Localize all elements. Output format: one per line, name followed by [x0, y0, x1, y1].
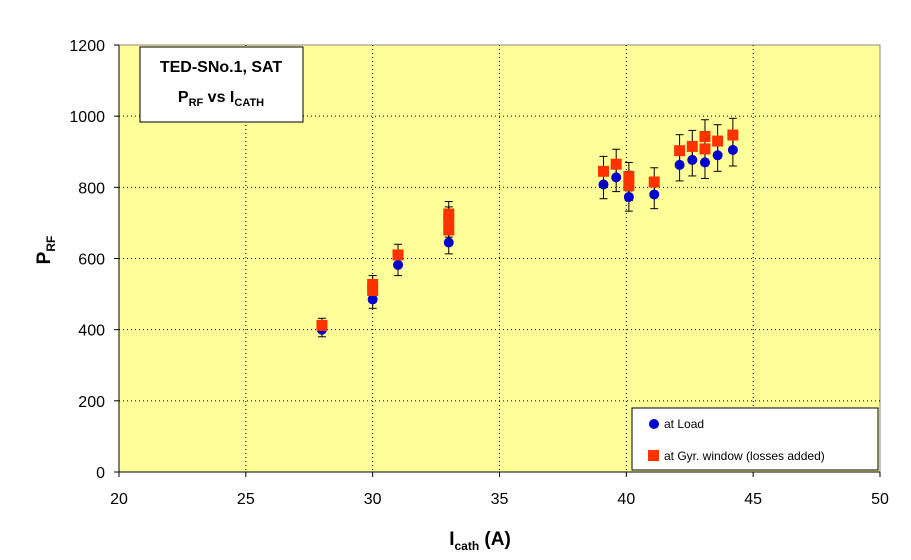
x-tick-label: 25 — [237, 491, 255, 508]
data-point-at-gyr-window — [392, 249, 404, 261]
data-point-at-load — [623, 191, 634, 202]
title-line2-sub2: CATH — [234, 97, 264, 109]
y-tick-label: 800 — [78, 180, 105, 197]
y-axis-title: PRF — [34, 236, 58, 265]
x-axis-title-main: I — [449, 529, 454, 550]
data-point-at-load — [611, 172, 622, 183]
title-line2: PRF vs ICATH — [178, 89, 264, 109]
data-point-at-load — [649, 189, 660, 200]
data-point-at-gyr-window — [443, 208, 455, 220]
data-point-at-load — [443, 237, 454, 248]
y-tick-label: 1200 — [69, 38, 105, 55]
axes — [118, 45, 880, 473]
title-box: TED-SNo.1, SAT PRF vs ICATH — [139, 46, 304, 123]
legend-label-at-load: at Load — [664, 417, 704, 431]
data-point-at-gyr-window — [674, 145, 686, 157]
title-line1: TED-SNo.1, SAT — [160, 59, 283, 76]
data-point-at-gyr-window — [316, 319, 328, 331]
data-point-at-gyr-window — [443, 224, 455, 236]
data-point-at-gyr-window — [648, 176, 660, 188]
x-axis-title-sub: cath — [454, 539, 479, 553]
x-tick-labels: 20 25 30 35 40 45 50 — [110, 491, 889, 508]
data-point-at-load — [393, 259, 404, 270]
data-point-at-gyr-window — [686, 140, 698, 152]
data-point-at-load — [712, 150, 723, 161]
title-box-frame — [139, 46, 304, 123]
data-point-at-load — [727, 144, 738, 155]
data-point-at-gyr-window — [623, 171, 635, 183]
data-point-at-gyr-window — [712, 135, 724, 147]
data-point-at-load — [687, 154, 698, 165]
legend-frame — [631, 407, 879, 471]
data-point-at-load — [598, 179, 609, 190]
y-tick-label: 200 — [78, 394, 105, 411]
y-tick-label: 0 — [96, 465, 105, 482]
x-axis-title-rest: (A) — [479, 529, 511, 550]
x-tick-label: 20 — [110, 491, 128, 508]
data-point-at-gyr-window — [367, 285, 379, 297]
x-tick-label: 30 — [364, 491, 382, 508]
y-axis-title-main: P — [34, 251, 55, 264]
data-point-at-gyr-window — [623, 180, 635, 192]
legend: at Load at Gyr. window (losses added) — [631, 407, 879, 471]
data-point-at-gyr-window — [699, 143, 711, 155]
title-line2-main: P — [178, 89, 189, 106]
y-tick-label: 400 — [78, 323, 105, 340]
title-line2-sub: RF — [189, 97, 204, 109]
x-tick-label: 40 — [617, 491, 635, 508]
data-point-at-load — [674, 159, 685, 170]
data-point-at-load — [699, 157, 710, 168]
data-point-at-gyr-window — [727, 129, 739, 141]
data-markers — [316, 129, 739, 335]
y-tick-label: 1000 — [69, 109, 105, 126]
data-point-at-gyr-window — [598, 165, 610, 177]
title-line2-mid: vs I — [203, 89, 234, 106]
y-axis-title-sub: RF — [44, 236, 58, 252]
x-tick-label: 35 — [491, 491, 509, 508]
grid — [114, 44, 881, 477]
legend-marker-at-load — [649, 419, 659, 429]
y-tick-label: 600 — [78, 252, 105, 269]
data-point-at-gyr-window — [699, 130, 711, 142]
x-tick-label: 45 — [744, 491, 762, 508]
legend-label-at-gyr-window: at Gyr. window (losses added) — [664, 449, 825, 463]
data-point-at-load — [367, 294, 378, 305]
y-tick-labels: 0 200 400 600 800 1000 1200 — [69, 38, 105, 482]
data-point-at-gyr-window — [367, 278, 379, 290]
data-point-at-gyr-window — [610, 158, 622, 170]
x-axis-title: Icath (A) — [449, 529, 511, 553]
legend-marker-at-gyr-window — [648, 450, 659, 461]
x-tick-label: 50 — [871, 491, 889, 508]
